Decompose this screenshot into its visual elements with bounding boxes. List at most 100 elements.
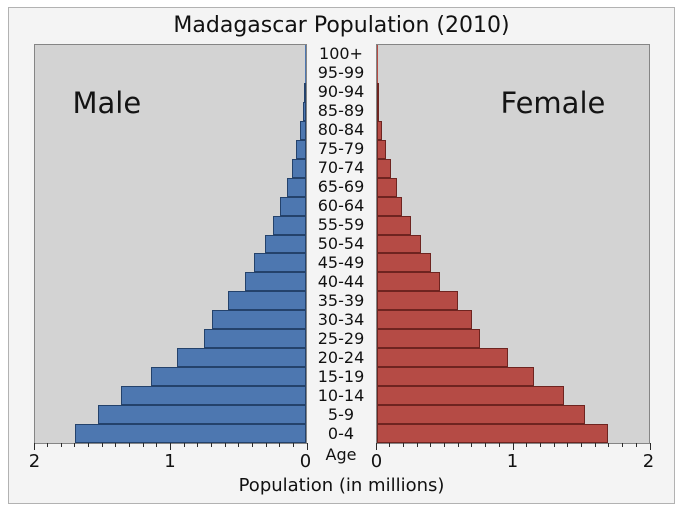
female-bar (376, 348, 509, 368)
male-bar (286, 177, 306, 197)
x-tick (115, 443, 117, 447)
male-bar (279, 196, 306, 216)
age-group-label: 90-94 (317, 81, 365, 101)
x-tick (471, 443, 473, 447)
x-tick (553, 443, 555, 447)
male-bar (296, 139, 306, 159)
bar-row (35, 272, 306, 292)
bar-row (376, 310, 649, 330)
age-group-label: 30-34 (317, 310, 365, 330)
x-tick (581, 443, 582, 447)
x-tick (567, 443, 569, 447)
male-bar (176, 348, 306, 368)
female-bar (376, 367, 535, 387)
female-bar (376, 177, 397, 197)
bar-row (376, 424, 649, 444)
bar-row (35, 386, 306, 406)
x-tick (292, 443, 294, 447)
age-group-label: 80-84 (317, 119, 365, 139)
age-group-label: 100+ (319, 43, 363, 63)
male-bar (302, 101, 306, 121)
x-tick (251, 443, 253, 447)
x-tick (47, 443, 49, 447)
x-tick-label: 1 (506, 451, 519, 472)
bar-row (35, 101, 306, 121)
female-bar (376, 329, 480, 349)
x-tick (608, 443, 610, 447)
male-bar (121, 386, 306, 406)
age-group-label: 35-39 (317, 291, 365, 311)
bar-row (35, 63, 306, 83)
age-group-label: 5-9 (327, 405, 355, 425)
bar-row (35, 291, 306, 311)
male-bar (151, 367, 306, 387)
female-x-axis-ticks (375, 443, 651, 451)
female-bar (376, 253, 431, 273)
male-x-axis-ticks (33, 443, 308, 451)
bar-row (35, 158, 306, 178)
male-bar (212, 310, 306, 330)
bar-row (35, 139, 306, 159)
age-axis: 100+ 95-99 90-94 85-89 80-84 75-79 70-74 65-69 6… (307, 43, 376, 464)
x-tick (224, 443, 226, 447)
male-bar (98, 405, 306, 425)
x-tick (101, 443, 103, 447)
age-group-label: 65-69 (317, 176, 365, 196)
female-bar (376, 63, 378, 83)
bar-row (376, 272, 649, 292)
bar-row (35, 82, 306, 102)
x-tick (279, 443, 281, 447)
bar-row (376, 196, 649, 216)
female-panel: Female 0 1 2 (371, 44, 654, 472)
x-tick (129, 443, 131, 447)
bar-row (35, 196, 306, 216)
x-tick (265, 443, 267, 447)
bar-row (376, 234, 649, 254)
bar-row (376, 63, 649, 83)
bar-row (376, 177, 649, 197)
female-bar (376, 405, 585, 425)
bar-row (376, 45, 649, 64)
x-tick (457, 443, 459, 447)
bar-row (376, 120, 649, 140)
bar-row (35, 253, 306, 273)
bar-row (35, 329, 306, 349)
male-bar (300, 120, 306, 140)
age-group-label: 50-54 (317, 233, 365, 253)
female-bar (376, 158, 392, 178)
bar-row (35, 367, 306, 387)
x-tick-label: 2 (642, 451, 655, 472)
male-bar (75, 424, 306, 444)
bar-row (376, 253, 649, 273)
x-tick (156, 443, 158, 447)
x-tick (170, 443, 171, 450)
age-axis-title: Age (325, 445, 357, 464)
male-bar (272, 215, 306, 235)
x-tick (210, 443, 212, 447)
bar-row (376, 82, 649, 102)
x-tick (485, 443, 487, 447)
bar-row (35, 120, 306, 140)
female-bar (376, 310, 472, 330)
female-bar (376, 386, 565, 406)
x-tick (88, 443, 90, 447)
x-tick (183, 443, 185, 447)
female-bar (376, 139, 387, 159)
x-tick (622, 443, 624, 447)
age-group-label: 0-4 (327, 424, 355, 444)
x-tick (60, 443, 62, 447)
x-tick (375, 443, 377, 450)
x-tick (498, 443, 500, 447)
bar-row (376, 386, 649, 406)
bar-row (35, 45, 306, 64)
x-tick (526, 443, 528, 447)
x-tick-label: 0 (370, 451, 383, 472)
bar-row (376, 139, 649, 159)
female-label: Female (500, 86, 606, 120)
x-tick (142, 443, 144, 447)
age-group-label: 20-24 (317, 348, 365, 368)
bar-row (35, 234, 306, 254)
bar-row (376, 405, 649, 425)
age-group-label: 95-99 (317, 62, 365, 82)
